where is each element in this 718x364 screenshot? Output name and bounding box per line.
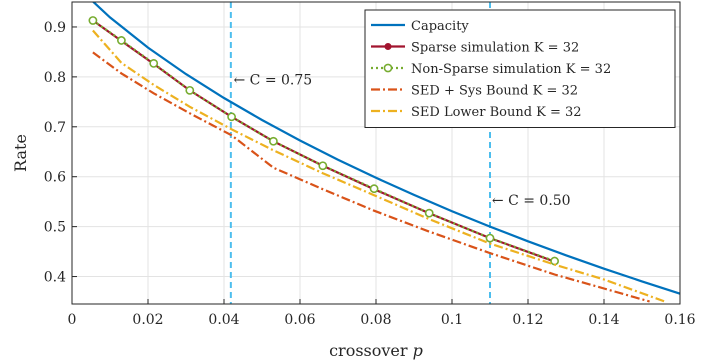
annotation-label: ← C = 0.75 <box>234 72 313 88</box>
series-point-3 <box>117 36 126 45</box>
y-tick-label: 0.7 <box>44 120 66 136</box>
series-point-3 <box>369 184 379 194</box>
legend-marker-3 <box>383 63 393 73</box>
x-tick-label: 0.12 <box>512 312 543 328</box>
legend: Capacity Sparse simulation K = 32 Non-Spar… <box>364 9 676 128</box>
y-tick-label: 0.9 <box>44 20 66 36</box>
axis-ticks: 0 0.02 0.04 0.06 0.08 0.1 0.12 0.14 0.16 0.4 0.5 0.… <box>44 20 696 328</box>
series-line-1 <box>91 2 680 295</box>
y-axis-label: Rate <box>11 134 30 172</box>
x-tick-label: 0.08 <box>360 312 391 328</box>
series-point-3 <box>485 233 495 243</box>
series-line-3 <box>92 19 555 263</box>
y-tick-label: 0.5 <box>44 220 66 236</box>
y-tick-label: 0.6 <box>44 170 66 186</box>
y-tick-label: 0.8 <box>44 70 66 86</box>
x-tick-label: 0.06 <box>284 312 315 328</box>
y-tick-label: 0.4 <box>44 270 66 286</box>
legend-label-2: Sparse simulation K = 32 <box>411 41 579 56</box>
legend-label-5: SED Lower Bound K = 32 <box>411 105 582 120</box>
series-point-3 <box>268 136 278 146</box>
legend-box <box>364 9 676 128</box>
series-line-4 <box>92 51 650 303</box>
legend-label-1: Capacity <box>411 19 469 34</box>
series-point-3 <box>227 112 236 122</box>
annotation-label: ← C = 0.50 <box>492 193 571 209</box>
x-tick-label: 0.1 <box>441 312 463 328</box>
annotations: ← C = 0.75 ← C = 0.50 <box>234 72 571 209</box>
legend-label-3: Non-Sparse simulation K = 32 <box>411 62 611 77</box>
x-tick-label: 0 <box>68 312 77 328</box>
series-point-3 <box>424 208 434 218</box>
legend-label-4: SED + Sys Bound K = 32 <box>411 84 578 99</box>
x-tick-label: 0.02 <box>132 312 163 328</box>
series-line-5 <box>92 29 666 303</box>
x-tick-label: 0.16 <box>664 312 695 328</box>
legend-marker-2 <box>384 43 392 50</box>
series-point-3 <box>185 85 195 95</box>
x-tick-label: 0.04 <box>208 312 239 328</box>
series-point-3 <box>149 58 159 68</box>
data-series <box>88 2 680 303</box>
x-tick-label: 0.14 <box>588 312 619 328</box>
x-axis-label: crossover p <box>329 341 423 360</box>
series-point-3 <box>88 16 98 25</box>
series-point-3 <box>318 161 328 171</box>
